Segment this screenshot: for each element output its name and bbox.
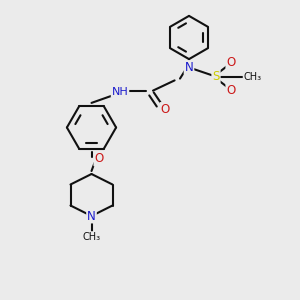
Text: N: N: [184, 61, 194, 74]
Text: CH₃: CH₃: [82, 232, 100, 242]
Text: CH₃: CH₃: [244, 71, 262, 82]
Text: N: N: [87, 209, 96, 223]
Text: O: O: [226, 84, 236, 97]
Text: O: O: [94, 152, 103, 166]
Text: S: S: [212, 70, 220, 83]
Text: O: O: [160, 103, 169, 116]
Text: O: O: [226, 56, 236, 69]
Text: NH: NH: [112, 86, 128, 97]
